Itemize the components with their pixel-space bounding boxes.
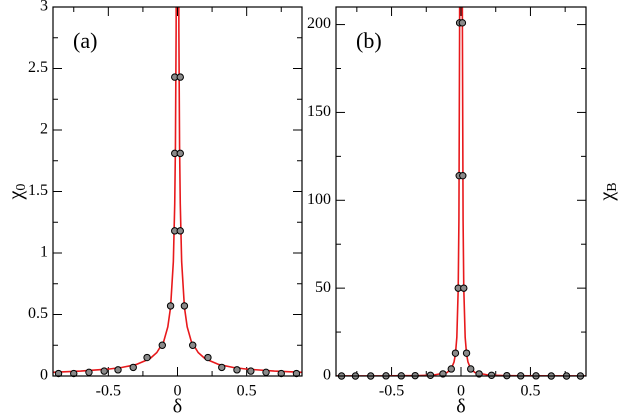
y-axis-subscript: B [605, 182, 620, 191]
y-tick-label: 1 [40, 244, 48, 261]
data-point [451, 349, 460, 357]
panel: -0.5 0 0.5 0 50 100 150 200 (b) δ χB [307, 6, 621, 418]
data-point [218, 363, 226, 372]
data-point [459, 171, 467, 180]
data-point [189, 341, 197, 349]
data-point [233, 366, 241, 374]
y-tick-label: 2 [40, 121, 48, 138]
data-point [54, 369, 63, 378]
x-tick-label: 0 [457, 383, 465, 400]
panel-label: (b) [356, 28, 382, 53]
x-axis-title: δ [173, 396, 182, 418]
y-tick-label: 0 [40, 367, 48, 384]
y-tick-label: 1.5 [28, 182, 48, 199]
data-point [176, 73, 184, 81]
data-point [462, 349, 471, 357]
y-tick-label: 0 [323, 367, 331, 384]
data-point [129, 363, 137, 372]
data-point [158, 341, 166, 349]
y-axis-symbol: χ [5, 190, 27, 200]
curve [336, 7, 586, 376]
x-tick-label: 0 [174, 383, 182, 400]
x-tick-label: -0.5 [379, 383, 404, 400]
data-point [458, 19, 467, 27]
panel-label: (a) [73, 28, 97, 53]
curve [53, 7, 302, 374]
y-tick-label: 3 [40, 0, 48, 15]
y-axis-symbol: χ [596, 192, 618, 202]
x-tick-label: 0.5 [237, 383, 257, 400]
y-tick-label: 50 [315, 279, 331, 296]
data-point [176, 227, 184, 235]
x-axis-title: δ [456, 396, 465, 418]
x-tick-label: -0.5 [96, 383, 121, 400]
data-point [467, 365, 475, 373]
data-point [204, 353, 212, 362]
data-point [143, 353, 151, 362]
y-tick-label: 150 [307, 103, 331, 120]
data-point [460, 284, 468, 292]
y-tick-label: 100 [307, 191, 331, 208]
data-point [426, 371, 435, 379]
y-tick-label: 0.5 [28, 305, 48, 322]
data-point [100, 367, 108, 375]
y-axis-subscript: 0 [14, 184, 29, 191]
data-point [180, 302, 189, 310]
data-point [447, 365, 455, 373]
data-point [292, 369, 301, 378]
data-point [262, 368, 270, 377]
data-point [247, 367, 255, 375]
data-point [487, 371, 496, 379]
y-tick-label: 200 [307, 15, 331, 32]
y-tick-label: 2.5 [28, 59, 48, 76]
data-point [70, 369, 78, 378]
y-axis-title: χ0 [5, 184, 30, 201]
plot-frame [335, 6, 587, 377]
plot-frame [52, 6, 303, 377]
data-point [85, 368, 93, 377]
data-point [114, 366, 122, 374]
panel: -0.5 0 0.500.511.522.53(a)δχ0 [5, 0, 303, 418]
data-point [277, 369, 285, 378]
data-point [166, 302, 175, 310]
data-point [176, 149, 184, 158]
y-axis-title: χB [596, 182, 621, 201]
x-tick-label: 0.5 [520, 383, 540, 400]
